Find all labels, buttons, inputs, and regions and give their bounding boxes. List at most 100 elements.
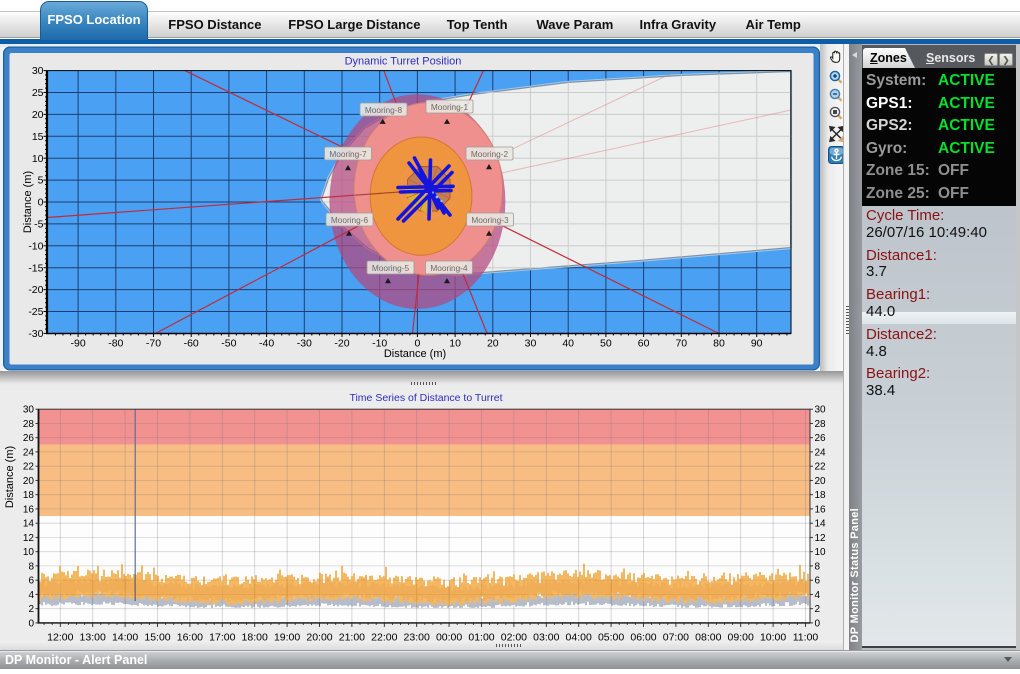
svg-text:30: 30 [32, 65, 44, 77]
svg-text:19:00: 19:00 [274, 632, 300, 644]
svg-text:15: 15 [32, 131, 44, 143]
svg-text:-30: -30 [28, 328, 43, 340]
svg-text:-20: -20 [28, 284, 43, 296]
svg-text:12:00: 12:00 [47, 632, 73, 644]
svg-text:50: 50 [600, 338, 612, 350]
svg-text:20: 20 [32, 109, 44, 121]
svg-text:8: 8 [28, 561, 34, 572]
svg-text:22: 22 [815, 462, 827, 473]
svg-text:10: 10 [23, 547, 35, 558]
svg-text:Mooring-5: Mooring-5 [372, 263, 410, 273]
svg-text:-25: -25 [28, 306, 43, 318]
svg-text:Dynamic Turret Position: Dynamic Turret Position [345, 56, 462, 68]
svg-text:4: 4 [28, 590, 34, 601]
svg-text:20: 20 [487, 338, 499, 350]
svg-text:-50: -50 [221, 338, 236, 350]
svg-text:10: 10 [449, 338, 461, 350]
svg-text:18: 18 [815, 490, 827, 501]
svg-text:23:00: 23:00 [404, 632, 430, 644]
svg-text:-5: -5 [34, 219, 43, 231]
svg-text:12: 12 [23, 533, 35, 544]
svg-text:14: 14 [815, 519, 827, 530]
svg-text:Mooring-8: Mooring-8 [365, 105, 403, 115]
svg-text:25: 25 [32, 87, 44, 99]
svg-text:21:00: 21:00 [339, 632, 365, 644]
svg-text:-40: -40 [259, 338, 274, 350]
svg-text:16: 16 [23, 504, 35, 515]
svg-text:-60: -60 [184, 338, 199, 350]
svg-text:-10: -10 [28, 240, 43, 252]
svg-text:-20: -20 [334, 338, 349, 350]
svg-text:22:00: 22:00 [371, 632, 397, 644]
svg-text:0: 0 [28, 618, 34, 629]
svg-text:10: 10 [32, 153, 44, 165]
svg-text:15:00: 15:00 [144, 632, 170, 644]
svg-text:Time Series of Distance to Tur: Time Series of Distance to Turret [349, 392, 502, 404]
svg-text:Mooring-3: Mooring-3 [471, 215, 509, 225]
svg-text:0: 0 [414, 338, 420, 350]
svg-text:Mooring-2: Mooring-2 [471, 149, 509, 159]
svg-text:Mooring-4: Mooring-4 [430, 263, 468, 273]
svg-text:40: 40 [562, 338, 574, 350]
svg-text:14:00: 14:00 [112, 632, 138, 644]
svg-text:00:00: 00:00 [436, 632, 462, 644]
svg-text:05:00: 05:00 [598, 632, 624, 644]
svg-text:4: 4 [815, 590, 821, 601]
svg-text:03:00: 03:00 [533, 632, 559, 644]
svg-text:11:00: 11:00 [793, 632, 819, 644]
svg-text:16:00: 16:00 [177, 632, 203, 644]
svg-text:Distance (m): Distance (m) [22, 171, 34, 233]
svg-text:20: 20 [815, 476, 827, 487]
svg-text:20:00: 20:00 [306, 632, 332, 644]
svg-text:-70: -70 [146, 338, 161, 350]
svg-text:24: 24 [815, 447, 827, 458]
svg-text:0: 0 [38, 197, 44, 209]
svg-text:30: 30 [525, 338, 537, 350]
svg-text:2: 2 [28, 604, 34, 615]
svg-text:07:00: 07:00 [663, 632, 689, 644]
svg-text:6: 6 [815, 576, 821, 587]
svg-text:Mooring-6: Mooring-6 [331, 215, 369, 225]
svg-text:Mooring-7: Mooring-7 [329, 149, 367, 159]
svg-text:-15: -15 [28, 262, 43, 274]
svg-text:8: 8 [815, 561, 821, 572]
svg-text:30: 30 [23, 405, 35, 416]
svg-text:5: 5 [38, 175, 44, 187]
svg-text:Mooring-1: Mooring-1 [431, 102, 469, 112]
svg-text:-80: -80 [108, 338, 123, 350]
svg-text:60: 60 [638, 338, 650, 350]
svg-text:06:00: 06:00 [630, 632, 656, 644]
svg-text:Distance (m): Distance (m) [384, 348, 446, 360]
svg-text:30: 30 [815, 405, 827, 416]
svg-text:70: 70 [675, 338, 687, 350]
svg-text:17:00: 17:00 [209, 632, 235, 644]
svg-text:-90: -90 [71, 338, 86, 350]
svg-text:22: 22 [23, 462, 35, 473]
svg-text:04:00: 04:00 [566, 632, 592, 644]
svg-text:-10: -10 [372, 338, 387, 350]
svg-text:28: 28 [815, 419, 827, 430]
svg-text:12: 12 [815, 533, 827, 544]
svg-text:6: 6 [28, 576, 34, 587]
svg-text:13:00: 13:00 [80, 632, 106, 644]
svg-text:18: 18 [23, 490, 35, 501]
svg-text:09:00: 09:00 [728, 632, 754, 644]
svg-text:24: 24 [23, 447, 35, 458]
svg-text:Distance (m): Distance (m) [4, 446, 16, 508]
svg-text:02:00: 02:00 [501, 632, 527, 644]
svg-text:10: 10 [815, 547, 827, 558]
svg-text:20: 20 [23, 476, 35, 487]
svg-text:14: 14 [23, 519, 35, 530]
svg-text:28: 28 [23, 419, 35, 430]
svg-text:10:00: 10:00 [760, 632, 786, 644]
svg-text:-30: -30 [297, 338, 312, 350]
svg-text:18:00: 18:00 [242, 632, 268, 644]
svg-text:01:00: 01:00 [468, 632, 494, 644]
svg-text:80: 80 [713, 338, 725, 350]
svg-text:26: 26 [815, 433, 827, 444]
svg-text:2: 2 [815, 604, 821, 615]
svg-text:90: 90 [751, 338, 763, 350]
svg-text:08:00: 08:00 [695, 632, 721, 644]
svg-text:0: 0 [815, 618, 821, 629]
svg-text:26: 26 [23, 433, 35, 444]
